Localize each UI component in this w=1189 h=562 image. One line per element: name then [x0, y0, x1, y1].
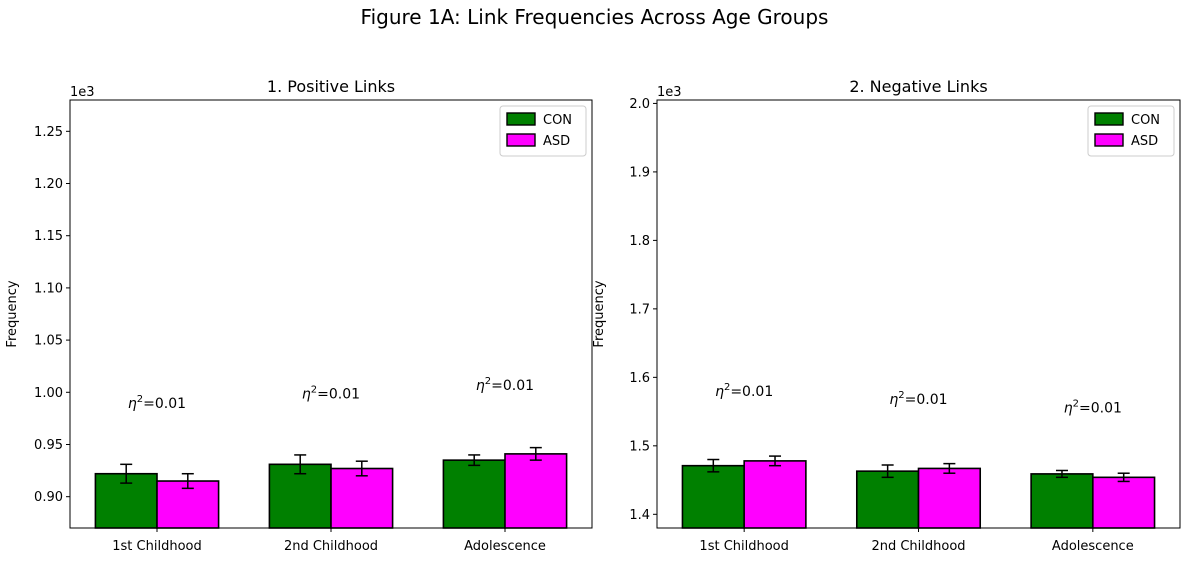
x-tick-label: Adolescence: [1052, 539, 1134, 554]
bar-con-1: [855, 470, 920, 529]
y-tick-label: 1.9: [629, 165, 650, 180]
legend-swatch-asd: [1094, 133, 1124, 147]
x-tick-label: 2nd Childhood: [871, 539, 965, 554]
y-tick-label: 2.0: [629, 97, 650, 112]
legend-swatch-asd: [506, 133, 536, 147]
y-tick-label: 1.25: [34, 125, 63, 140]
y-tick-label: 1.8: [629, 234, 650, 249]
y-tick-label: 1.10: [34, 281, 63, 296]
legend-label-asd: ASD: [543, 134, 570, 149]
x-tick-label: 2nd Childhood: [284, 539, 378, 554]
figure-title: Figure 1A: Link Frequencies Across Age G…: [360, 5, 829, 29]
eta-squared-annotation: η2=0.01: [715, 382, 773, 400]
legend-swatch-con: [1094, 112, 1124, 126]
axes-frame: [656, 99, 1181, 529]
y-tick-label: 1.5: [629, 439, 650, 454]
y-tick-label: 1.7: [629, 302, 650, 317]
y-tick-label: 1.05: [34, 334, 63, 349]
y-axis-label: Frequency: [5, 280, 20, 347]
eta-squared-annotation: η2=0.01: [128, 394, 186, 412]
y-tick-label: 1.00: [34, 386, 63, 401]
eta-squared-annotation: η2=0.01: [1064, 398, 1122, 416]
bar-asd-0: [743, 460, 807, 529]
bar-con-1: [268, 463, 332, 529]
bar-asd-1: [917, 467, 982, 529]
eta-squared-annotation: η2=0.01: [476, 376, 534, 394]
y-tick-label: 1.20: [34, 177, 63, 192]
bar-con-2: [1030, 473, 1094, 529]
legend-swatch-con: [506, 112, 536, 126]
y-tick-label: 1.15: [34, 229, 63, 244]
x-tick-label: Adolescence: [464, 539, 546, 554]
y-tick-label: 1.4: [629, 508, 650, 523]
legend-label-con: CON: [543, 113, 572, 128]
y-offset-label: 1e3: [657, 85, 682, 100]
chart-title: 1. Positive Links: [267, 77, 395, 96]
y-tick-label: 0.95: [34, 438, 63, 453]
bar-con-0: [681, 464, 745, 529]
x-tick-label: 1st Childhood: [699, 539, 788, 554]
legend-label-asd: ASD: [1131, 134, 1158, 149]
x-tick-label: 1st Childhood: [112, 539, 201, 554]
eta-squared-annotation: η2=0.01: [302, 385, 360, 403]
bar-asd-2: [1092, 476, 1156, 529]
y-tick-label: 0.90: [34, 490, 63, 505]
y-offset-label: 1e3: [70, 85, 95, 100]
eta-squared-annotation: η2=0.01: [889, 390, 947, 408]
y-axis-label: Frequency: [592, 280, 607, 347]
y-tick-label: 1.6: [629, 371, 650, 386]
legend-label-con: CON: [1131, 113, 1160, 128]
chart-title: 2. Negative Links: [849, 77, 987, 96]
